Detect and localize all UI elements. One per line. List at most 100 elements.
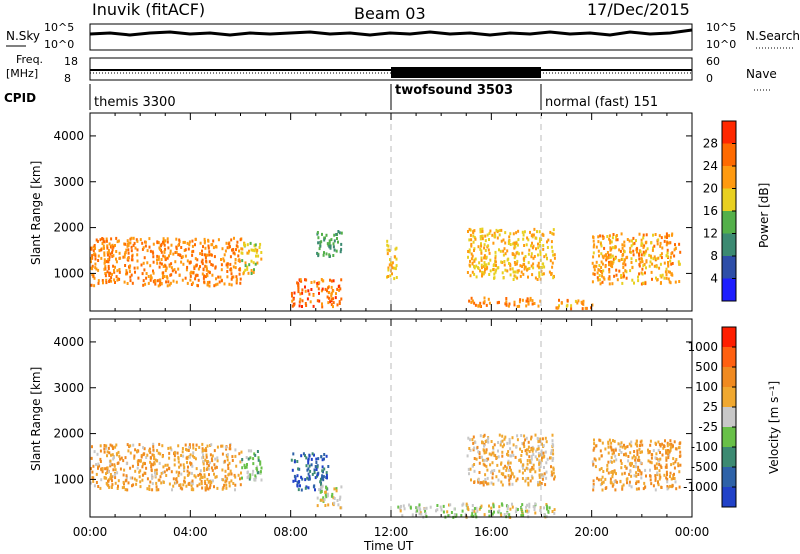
power-cell: [220, 263, 223, 267]
velocity-cell: [252, 457, 255, 461]
power-cell: [152, 255, 155, 259]
velocity-cell: [296, 460, 299, 463]
velocity-cell: [211, 468, 214, 472]
velocity-cell: [666, 441, 669, 445]
velocity-cell: [168, 467, 171, 471]
power-cell: [638, 263, 641, 267]
power-cell: [297, 283, 300, 287]
velocity-cell: [157, 488, 160, 492]
power-cell: [244, 264, 247, 268]
power-cell: [112, 254, 115, 258]
power-cell: [329, 246, 332, 250]
power-cell: [165, 266, 168, 270]
power-cell: [531, 273, 534, 277]
velocity-cell: [211, 459, 214, 463]
power-cell: [95, 267, 98, 271]
power-cell: [227, 242, 230, 246]
velocity-cell: [523, 434, 526, 438]
velocity-cell: [471, 438, 474, 442]
power-cell: [608, 282, 611, 286]
power-cell: [107, 249, 110, 252]
velocity-cell: [398, 506, 401, 510]
power-cell: [222, 257, 225, 261]
velocity-cell: [493, 469, 496, 472]
power-cell: [661, 246, 664, 250]
power-cell: [183, 240, 186, 244]
x-tick-label: 00:00: [73, 525, 108, 539]
velocity-cell: [540, 452, 543, 456]
velocity-cell: [322, 478, 325, 482]
velocity-cell: [524, 449, 527, 453]
velocity-cell: [633, 454, 635, 458]
power-cell: [299, 297, 302, 301]
power-cell: [391, 272, 393, 276]
velocity-cell: [488, 509, 491, 513]
power-cell: [507, 257, 510, 261]
velocity-cell: [655, 457, 658, 461]
velocity-cell: [542, 444, 545, 448]
velocity-cell: [675, 447, 678, 451]
velocity-cell: [323, 467, 326, 471]
power-cell: [304, 285, 306, 289]
power-cell: [534, 276, 537, 280]
power-cell: [518, 300, 521, 304]
power-cell: [601, 234, 604, 238]
freq-panel: Freq. [MHz] 18 8 60 0 Nave: [6, 53, 777, 91]
power-cell: [598, 278, 601, 282]
velocity-cell: [153, 457, 156, 461]
power-cell: [608, 275, 611, 279]
power-cell: [472, 231, 475, 235]
power-cell: [208, 284, 211, 288]
velocity-cell: [507, 459, 510, 463]
power-cell: [479, 301, 482, 305]
power-cell: [472, 234, 475, 238]
velocity-cell: [640, 476, 643, 480]
power-cell: [340, 247, 343, 251]
power-cell: [159, 281, 162, 285]
power-cell: [230, 238, 233, 242]
power-cell: [241, 251, 244, 255]
velocity-cell: [249, 473, 252, 477]
velocity-cell: [643, 481, 646, 485]
velocity-cell: [510, 474, 512, 478]
velocity-cell: [296, 484, 299, 488]
power-cell: [205, 265, 208, 269]
power-cell: [156, 261, 159, 265]
velocity-cell: [209, 483, 212, 487]
power-cell: [204, 253, 207, 257]
power-cell: [140, 263, 143, 267]
velocity-cell: [526, 462, 529, 466]
velocity-cell: [223, 483, 226, 487]
velocity-cell: [546, 505, 549, 509]
velocity-cell: [484, 473, 487, 477]
power-cell: [629, 250, 631, 254]
power-cell: [551, 249, 554, 253]
velocity-cell: [155, 472, 158, 476]
power-cell: [297, 290, 300, 293]
velocity-cell: [139, 480, 142, 484]
velocity-cell: [553, 477, 556, 481]
power-cell: [387, 268, 390, 272]
power-cell: [335, 249, 338, 253]
velocity-cell: [545, 440, 548, 444]
power-cell: [142, 246, 145, 250]
power-cell: [619, 249, 622, 253]
power-cell: [667, 261, 669, 264]
velocity-cell: [657, 440, 660, 444]
power-cell: [212, 239, 215, 243]
power-cell: [226, 262, 229, 266]
velocity-cell: [604, 447, 607, 451]
power-cell: [111, 254, 114, 258]
velocity-cell: [442, 504, 445, 508]
power-cell: [473, 247, 476, 251]
power-cell: [659, 254, 662, 258]
velocity-cell: [203, 475, 206, 479]
velocity-cell: [677, 462, 680, 466]
power-cell: [537, 261, 540, 265]
velocity-cell: [234, 454, 237, 458]
power-cell: [141, 241, 144, 245]
velocity-cell: [500, 513, 503, 517]
power-cell: [196, 273, 199, 277]
power-cell: [93, 276, 96, 280]
velocity-cell: [166, 468, 168, 472]
